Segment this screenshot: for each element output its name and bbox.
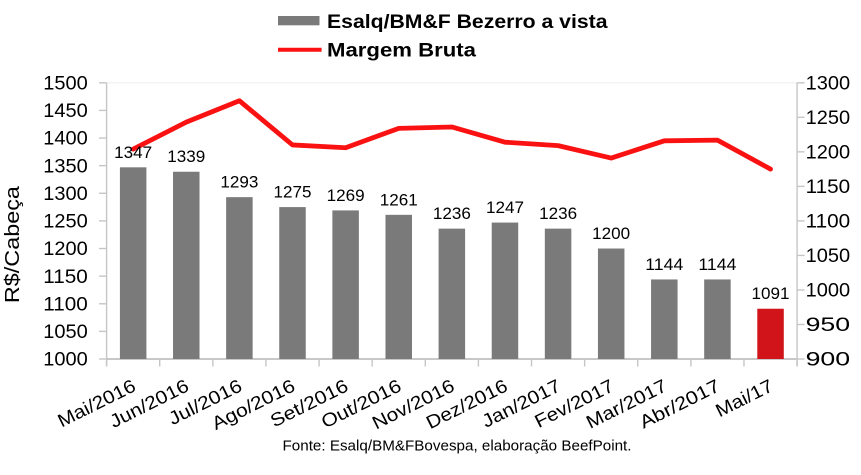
svg-text:1144: 1144 bbox=[698, 255, 736, 274]
svg-text:1100: 1100 bbox=[43, 294, 88, 315]
svg-text:1100: 1100 bbox=[806, 212, 851, 233]
svg-text:1300: 1300 bbox=[806, 74, 851, 95]
svg-text:1450: 1450 bbox=[43, 101, 88, 122]
svg-text:950: 950 bbox=[806, 315, 851, 336]
svg-text:1200: 1200 bbox=[806, 143, 851, 164]
svg-text:1236: 1236 bbox=[433, 204, 471, 223]
svg-text:1200: 1200 bbox=[43, 239, 88, 260]
svg-text:1300: 1300 bbox=[43, 184, 88, 205]
svg-text:1150: 1150 bbox=[806, 177, 851, 198]
svg-text:1339: 1339 bbox=[167, 147, 205, 166]
svg-text:Esalq/BM&F Bezerro a vista: Esalq/BM&F Bezerro a vista bbox=[327, 12, 608, 33]
svg-text:1247: 1247 bbox=[486, 198, 524, 217]
svg-text:1236: 1236 bbox=[539, 204, 577, 223]
svg-text:1091: 1091 bbox=[752, 284, 790, 303]
svg-text:1275: 1275 bbox=[274, 183, 312, 202]
svg-text:1000: 1000 bbox=[43, 350, 88, 371]
svg-text:1400: 1400 bbox=[43, 129, 88, 150]
svg-text:1250: 1250 bbox=[806, 108, 851, 129]
svg-text:1250: 1250 bbox=[43, 212, 88, 233]
svg-text:R$/Cabeça: R$/Cabeça bbox=[2, 185, 24, 303]
svg-text:1293: 1293 bbox=[220, 173, 258, 192]
svg-text:1144: 1144 bbox=[645, 255, 683, 274]
svg-text:Fonte: Esalq/BM&FBovespa, elab: Fonte: Esalq/BM&FBovespa, elaboração Bee… bbox=[283, 439, 632, 455]
svg-text:1261: 1261 bbox=[380, 190, 418, 209]
svg-text:1200: 1200 bbox=[592, 224, 630, 243]
svg-text:1150: 1150 bbox=[43, 267, 88, 288]
svg-text:1269: 1269 bbox=[327, 186, 365, 205]
svg-text:1050: 1050 bbox=[806, 246, 851, 267]
svg-text:1350: 1350 bbox=[43, 156, 88, 177]
svg-text:900: 900 bbox=[806, 350, 851, 371]
svg-text:1500: 1500 bbox=[43, 74, 88, 95]
svg-text:Margem Bruta: Margem Bruta bbox=[327, 41, 477, 62]
svg-text:1347: 1347 bbox=[114, 143, 152, 162]
svg-text:1050: 1050 bbox=[43, 322, 88, 343]
svg-text:1000: 1000 bbox=[806, 281, 851, 302]
